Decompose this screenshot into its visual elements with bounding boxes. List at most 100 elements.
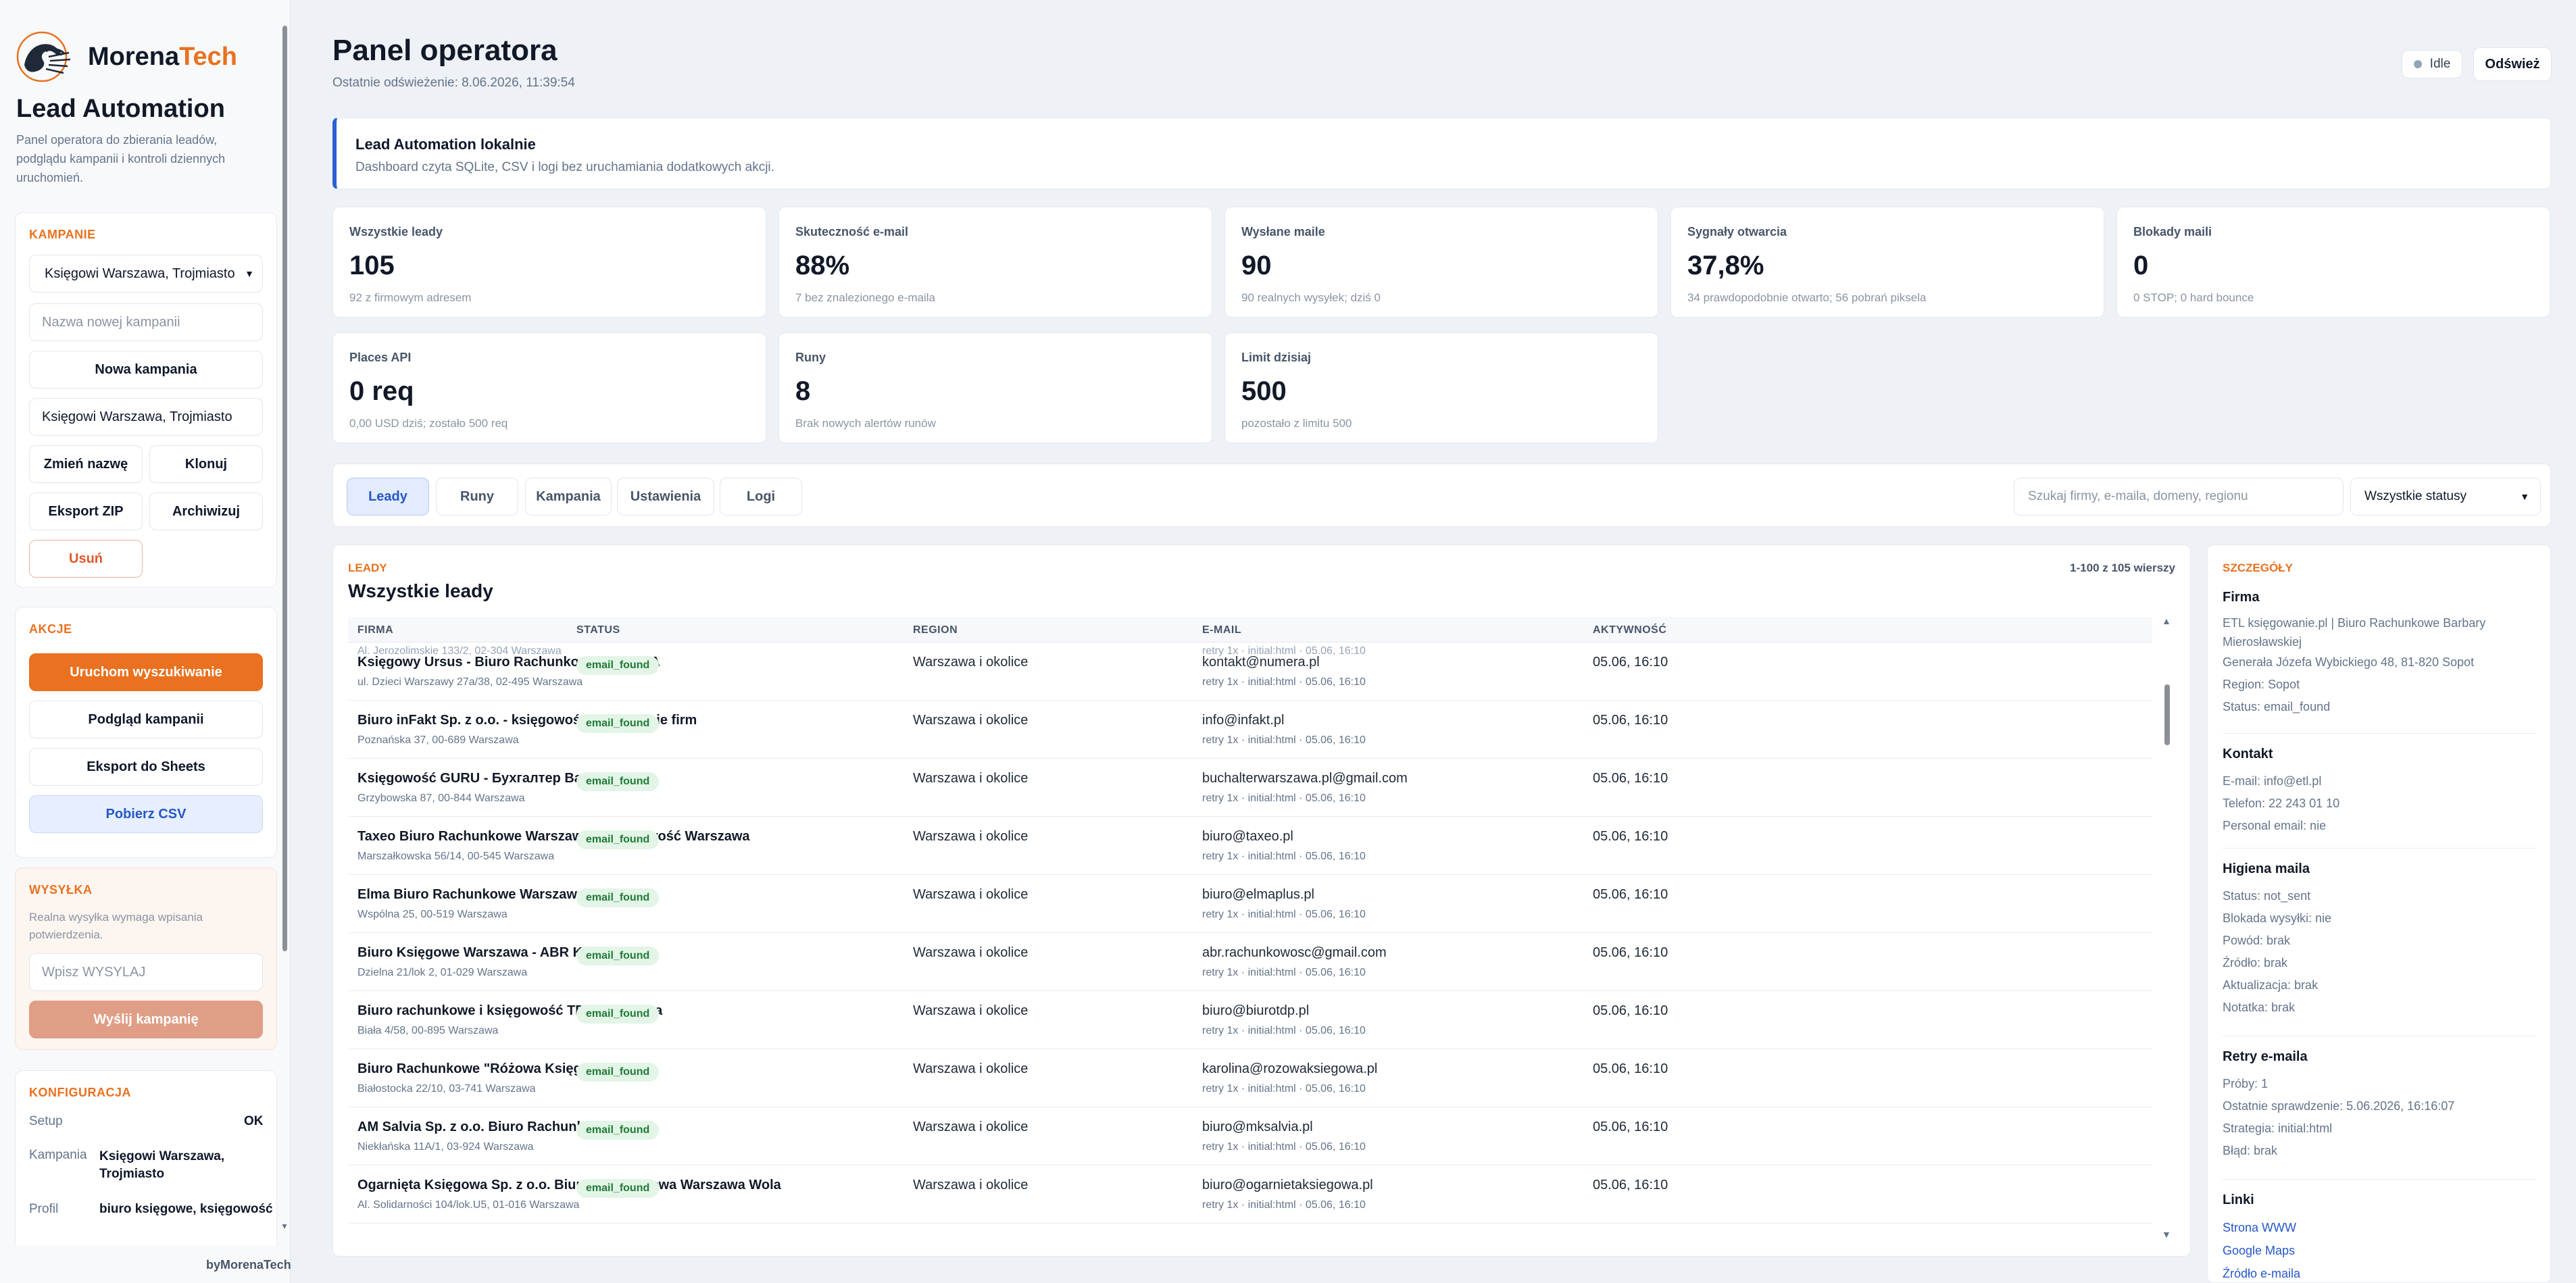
tab-settings[interactable]: Ustawienia — [617, 478, 714, 515]
sidebar-scrollbar[interactable] — [282, 26, 287, 951]
table-row[interactable]: Biuro Rachunkowe "Różowa Księgowa" Biało… — [348, 1049, 2152, 1107]
export-zip-button[interactable]: Eksport ZIP — [29, 493, 143, 530]
details-contact-personal: Personal email: nie — [2223, 819, 2327, 832]
partial-row-address: Al. Jerozolimskie 133/2, 02-304 Warszawa — [357, 645, 562, 657]
send-campaign-button[interactable]: Wyślij kampanię — [29, 1001, 263, 1038]
stat-sub: 90 realnych wysyłek; dziś 0 — [1241, 291, 1381, 304]
download-csv-button[interactable]: Pobierz CSV — [29, 795, 263, 833]
clone-button[interactable]: Klonuj — [149, 445, 263, 483]
lead-address: Poznańska 37, 00-689 Warszawa — [357, 734, 519, 746]
details-hygiene-note: Notatka: brak — [2223, 1001, 2296, 1014]
lead-region: Warszawa i okolice — [913, 1178, 1029, 1192]
column-header-status[interactable]: STATUS — [576, 624, 620, 636]
run-search-button[interactable]: Uruchom wyszukiwanie — [29, 653, 263, 691]
lead-address: Dzielna 21/lok 2, 01-029 Warszawa — [357, 967, 528, 978]
table-row[interactable]: Biuro rachunkowe i księgowość TDP Warsza… — [348, 991, 2152, 1049]
lead-region: Warszawa i okolice — [913, 1003, 1029, 1018]
status-badge: email_found — [576, 1179, 660, 1198]
stat-label: Blokady maili — [2133, 225, 2212, 238]
lead-region: Warszawa i okolice — [913, 945, 1029, 960]
stat-value: 105 — [349, 251, 395, 280]
brand-logo[interactable]: MorenaTech — [15, 30, 237, 84]
table-row[interactable]: Księgowy Ursus - Biuro Rachunkowe NUMERA… — [348, 643, 2152, 701]
scroll-down-icon[interactable]: ▼ — [280, 1222, 289, 1231]
send-confirm-input[interactable]: Wpisz WYSYLAJ — [29, 953, 263, 991]
lead-name: Księgowość GURU - Бухгалтер Варшава — [357, 771, 625, 786]
search-input[interactable]: Szukaj firmy, e-maila, domeny, regionu — [2014, 478, 2344, 515]
sending-panel: WYSYŁKA Realna wysyłka wymaga wpisania p… — [15, 867, 277, 1050]
table-row[interactable]: Księgowość GURU - Бухгалтер Варшава Grzy… — [348, 759, 2152, 817]
details-hygiene-block: Blokada wysyłki: nie — [2223, 911, 2332, 925]
status-badge: Idle — [2402, 50, 2462, 78]
lead-activity: 05.06, 16:10 — [1593, 713, 1668, 728]
tab-logs[interactable]: Logi — [720, 478, 802, 515]
app-title: Lead Automation — [16, 95, 225, 123]
table-body: Księgowy Ursus - Biuro Rachunkowe NUMERA… — [348, 643, 2152, 1256]
stat-card-open-signals: Sygnały otwarcia 37,8% 34 prawdopodobnie… — [1670, 207, 2104, 318]
table-scrollbar[interactable] — [2164, 684, 2170, 745]
rename-campaign-input[interactable]: Księgowi Warszawa, Trojmiasto — [29, 398, 263, 436]
table-row[interactable]: Taxeo Biuro Rachunkowe Warszawa - Księgo… — [348, 817, 2152, 875]
email-source-link[interactable]: Źródło e-maila — [2223, 1267, 2301, 1280]
details-firm-region: Region: Sopot — [2223, 678, 2300, 691]
website-link[interactable]: Strona WWW — [2223, 1221, 2297, 1234]
tab-leads[interactable]: Leady — [347, 478, 429, 515]
lead-email: abr.rachunkowosc@gmail.com — [1202, 945, 1387, 960]
table-row[interactable]: Ogarnięta Księgowa Sp. z o.o. Biuro Rach… — [348, 1165, 2152, 1224]
refresh-button[interactable]: Odśwież — [2473, 47, 2552, 81]
partial-row-email: retry 1x · initial:html · 05.06, 16:10 — [1202, 645, 1366, 657]
lead-email: kontakt@numera.pl — [1202, 655, 1320, 670]
info-notice: Lead Automation lokalnie Dashboard czyta… — [332, 118, 2551, 189]
lead-region: Warszawa i okolice — [913, 655, 1029, 670]
tabs-toolbar: Leady Runy Kampania Ustawienia Logi Szuk… — [332, 463, 2551, 527]
google-maps-link[interactable]: Google Maps — [2223, 1244, 2296, 1257]
rename-button[interactable]: Zmień nazwę — [29, 445, 143, 483]
chevron-down-icon: ▼ — [245, 268, 254, 279]
column-header-email[interactable]: E-MAIL — [1202, 624, 1242, 636]
lead-name: Biuro Rachunkowe "Różowa Księgowa" — [357, 1061, 615, 1076]
details-hygiene-section: Higiena maila Status: not_sent Blokada w… — [2223, 861, 2537, 1019]
details-links-title: Linki — [2223, 1192, 2254, 1207]
lead-activity: 05.06, 16:10 — [1593, 945, 1668, 960]
lead-email: biuro@taxeo.pl — [1202, 829, 1293, 844]
stat-sub: pozostało z limitu 500 — [1241, 417, 1352, 430]
lead-address: Niekłańska 11A/1, 03-924 Warszawa — [357, 1141, 534, 1153]
table-row[interactable]: AM Salvia Sp. z o.o. Biuro Rachunkowe Ni… — [348, 1107, 2152, 1165]
lead-retry: retry 1x · initial:html · 05.06, 16:10 — [1202, 793, 1366, 804]
stat-value: 88% — [795, 251, 850, 280]
details-contact-title: Kontakt — [2223, 747, 2273, 761]
status-badge: email_found — [576, 1121, 660, 1140]
status-filter-value: Wszystkie statusy — [2364, 489, 2467, 503]
tab-runs[interactable]: Runy — [436, 478, 518, 515]
preview-campaign-button[interactable]: Podgląd kampanii — [29, 701, 263, 738]
status-filter-select[interactable]: Wszystkie statusy ▼ — [2350, 478, 2541, 515]
tab-campaign[interactable]: Kampania — [525, 478, 612, 515]
lead-region: Warszawa i okolice — [913, 771, 1029, 786]
table-row[interactable]: Biuro Księgowe Warszawa - ABR Księgowość… — [348, 933, 2152, 991]
column-header-region[interactable]: REGION — [913, 624, 958, 636]
column-header-activity[interactable]: AKTYWNOŚĆ — [1593, 624, 1667, 636]
config-setup-label: Setup — [29, 1114, 63, 1128]
chevron-down-icon: ▼ — [2520, 491, 2529, 502]
scroll-down-icon[interactable]: ▼ — [2162, 1229, 2171, 1240]
table-row[interactable]: Elma Biuro Rachunkowe Warszawa Wspólna 2… — [348, 875, 2152, 933]
lead-address: Al. Solidarności 104/lok.U5, 01-016 Wars… — [357, 1199, 580, 1211]
details-retry-title: Retry e-maila — [2223, 1049, 2308, 1064]
column-header-firm[interactable]: FIRMA — [357, 624, 394, 636]
stat-value: 8 — [795, 376, 811, 406]
details-firm-status: Status: email_found — [2223, 700, 2331, 713]
export-sheets-button[interactable]: Eksport do Sheets — [29, 748, 263, 786]
new-campaign-button[interactable]: Nowa kampania — [29, 351, 263, 388]
details-firm-address: Generała Józefa Wybickiego 48, 81-820 So… — [2223, 655, 2475, 669]
lead-activity: 05.06, 16:10 — [1593, 771, 1668, 786]
archive-button[interactable]: Archiwizuj — [149, 493, 263, 530]
stat-label: Places API — [349, 351, 412, 364]
delete-campaign-button[interactable]: Usuń — [29, 540, 143, 578]
new-campaign-name-input[interactable]: Nazwa nowej kampanii — [29, 303, 263, 341]
stat-label: Sygnały otwarcia — [1687, 225, 1787, 238]
campaign-select[interactable]: Księgowi Warszawa, Trojmiasto ▼ — [29, 255, 263, 293]
config-profile-value: biuro księgowe, księgowość — [99, 1202, 273, 1216]
table-row[interactable]: Biuro inFakt Sp. z o.o. - księgowość i z… — [348, 701, 2152, 759]
lead-address: Grzybowska 87, 00-844 Warszawa — [357, 793, 525, 804]
scroll-up-icon[interactable]: ▲ — [2162, 615, 2171, 626]
